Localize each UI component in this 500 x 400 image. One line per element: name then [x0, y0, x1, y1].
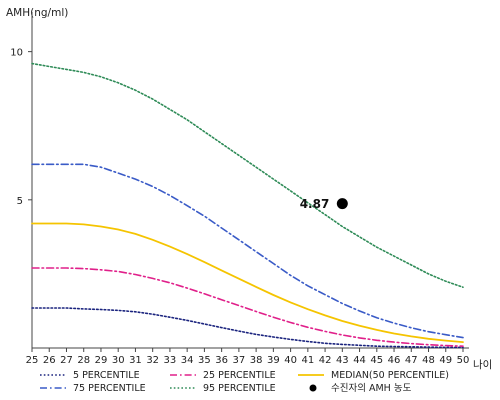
x-tick-label: 39 — [267, 355, 280, 366]
x-tick-label: 36 — [215, 355, 228, 366]
axes: 5 10 25 26 27 28 29 30 31 32 33 34 35 36 37 38 39 40 41 42 4… — [10, 12, 469, 366]
x-tick-label: 45 — [370, 355, 383, 366]
x-tick-label: 27 — [60, 355, 73, 366]
legend-label: 5 PERCENTILE — [73, 370, 140, 381]
x-tick-label: 38 — [250, 355, 263, 366]
series-line — [31, 62, 464, 289]
legend-point-marker — [309, 384, 317, 392]
x-tick-label: 31 — [129, 355, 142, 366]
y-tick-label: 5 — [17, 196, 23, 207]
legend-label: 25 PERCENTILE — [203, 370, 276, 381]
series-line — [31, 267, 464, 348]
x-tick-label: 48 — [422, 355, 435, 366]
x-tick-label: 42 — [319, 355, 332, 366]
x-tick-label: 47 — [405, 355, 418, 366]
patient-amh-value-label: 4.87 — [300, 197, 330, 211]
x-tick-label: 37 — [233, 355, 246, 366]
data-points: 4.87 — [300, 197, 348, 211]
series-line — [31, 307, 464, 349]
legend-label: 수진자의 AMH 농도 — [331, 383, 412, 394]
x-tick-label: 25 — [26, 355, 39, 366]
x-tick-label: 30 — [112, 355, 125, 366]
patient-amh-point — [336, 198, 348, 210]
x-tick-label: 46 — [388, 355, 401, 366]
x-tick-label: 35 — [198, 355, 211, 366]
x-tick-label: 33 — [164, 355, 177, 366]
x-tick-label: 40 — [284, 355, 297, 366]
x-axis-title: 나이 — [473, 359, 492, 371]
x-tick-label: 34 — [181, 355, 194, 366]
x-tick-label: 44 — [353, 355, 366, 366]
series-line — [31, 163, 464, 339]
x-tick-label: 43 — [336, 355, 349, 366]
legend-label: MEDIAN(50 PERCENTILE) — [331, 370, 449, 381]
y-tick-label: 10 — [10, 48, 23, 59]
x-tick-label: 26 — [43, 355, 56, 366]
x-tick-label: 50 — [457, 355, 470, 366]
series-line — [31, 222, 464, 344]
legend-label: 95 PERCENTILE — [203, 383, 276, 394]
x-tick-label: 41 — [301, 355, 314, 366]
x-tick-label: 49 — [439, 355, 452, 366]
legend: 5 PERCENTILE 25 PERCENTILE MEDIAN(50 PERCE… — [40, 370, 449, 394]
series-lines — [31, 62, 464, 349]
x-tick-label: 29 — [95, 355, 108, 366]
y-axis-title: AMH(ng/ml) — [6, 7, 68, 19]
x-tick-label: 28 — [77, 355, 90, 366]
x-tick-label: 32 — [146, 355, 159, 366]
legend-label: 75 PERCENTILE — [73, 383, 146, 394]
